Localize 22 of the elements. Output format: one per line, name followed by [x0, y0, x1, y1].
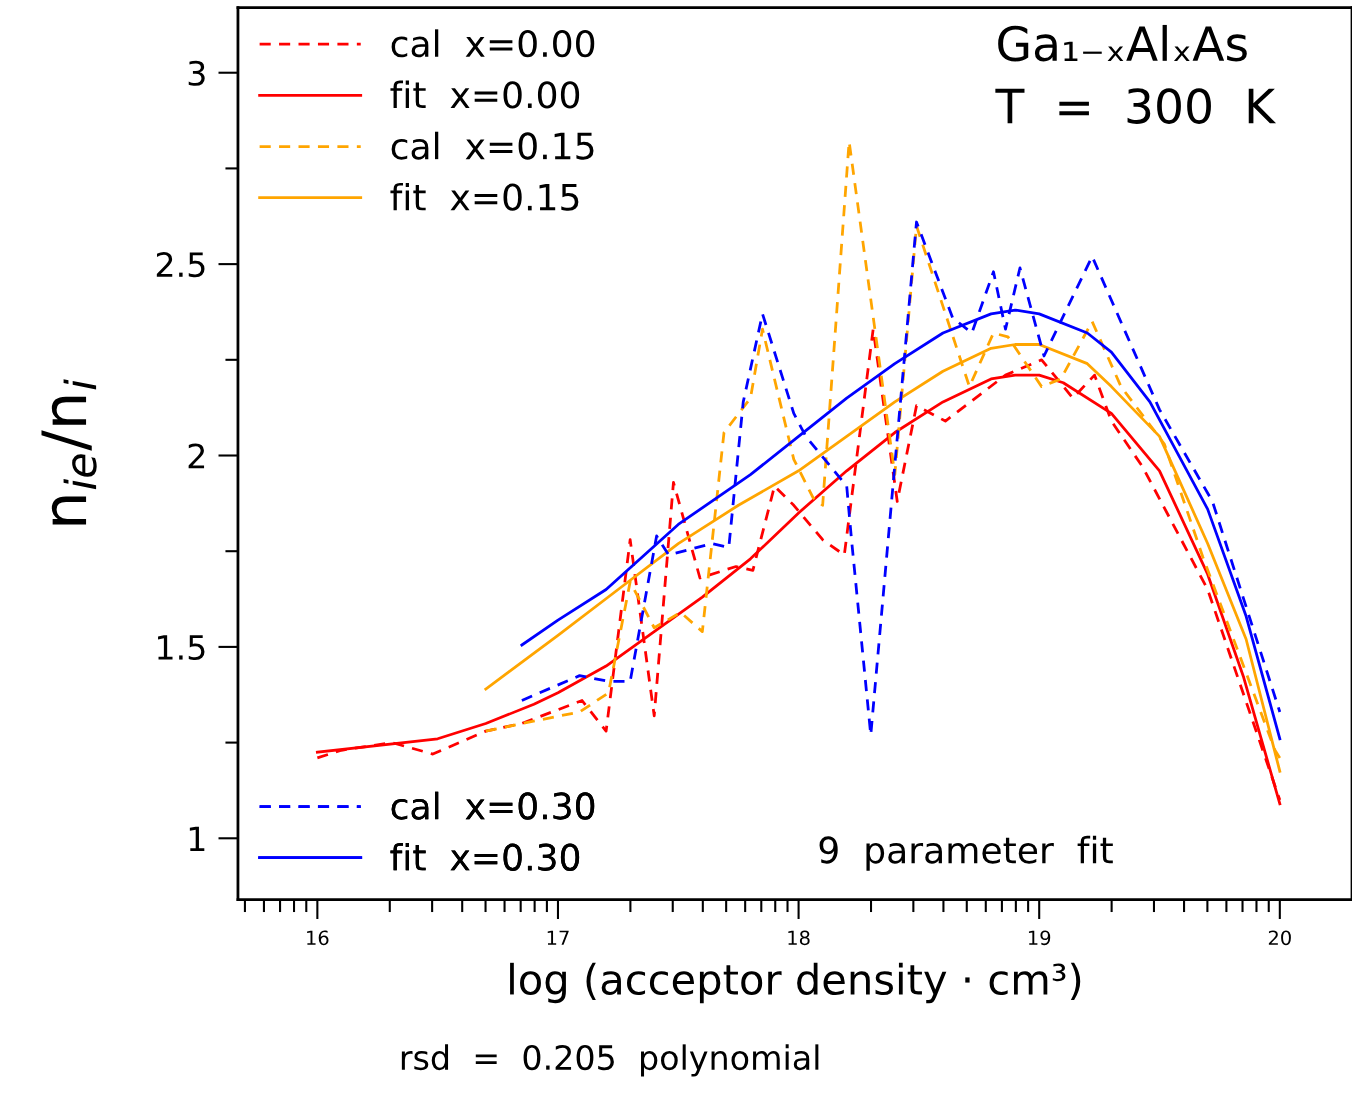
legend-label: fit x=0.15	[390, 182, 579, 211]
y-tick-label: 1.5	[158, 635, 205, 661]
x-tick-label: 18	[788, 930, 810, 946]
legend-label: cal x=0.15	[391, 131, 594, 160]
annotation: Ga₁₋ₓAlₓAs	[998, 24, 1247, 62]
legend-label: fit x=0.30	[390, 842, 580, 871]
legend-label: cal x=0.30	[391, 791, 595, 820]
x-tick-label: 16	[307, 930, 329, 946]
x-axis-title: log (acceptor density · cm³)	[510, 962, 1081, 1004]
legend-label: cal x=0.00	[391, 29, 595, 58]
x-tick-label: 20	[1268, 930, 1291, 946]
text: rsd = 0.205 polynomial	[401, 1044, 819, 1077]
annotation: T = 300 K	[995, 88, 1277, 124]
y-tick-label: 1	[189, 826, 205, 851]
y-tick-label: 2.5	[156, 252, 205, 278]
y-tick-label: 2	[188, 443, 205, 469]
x-tick-label: 19	[1028, 930, 1051, 946]
annotation: 9 parameter fit	[819, 835, 1113, 871]
x-tick-label: 17	[547, 930, 569, 945]
legend-label: fit x=0.00	[390, 80, 580, 109]
y-tick-label: 3	[188, 60, 205, 86]
y-axis-title: n$_{ie}$/n$_{i}$	[41, 379, 97, 525]
